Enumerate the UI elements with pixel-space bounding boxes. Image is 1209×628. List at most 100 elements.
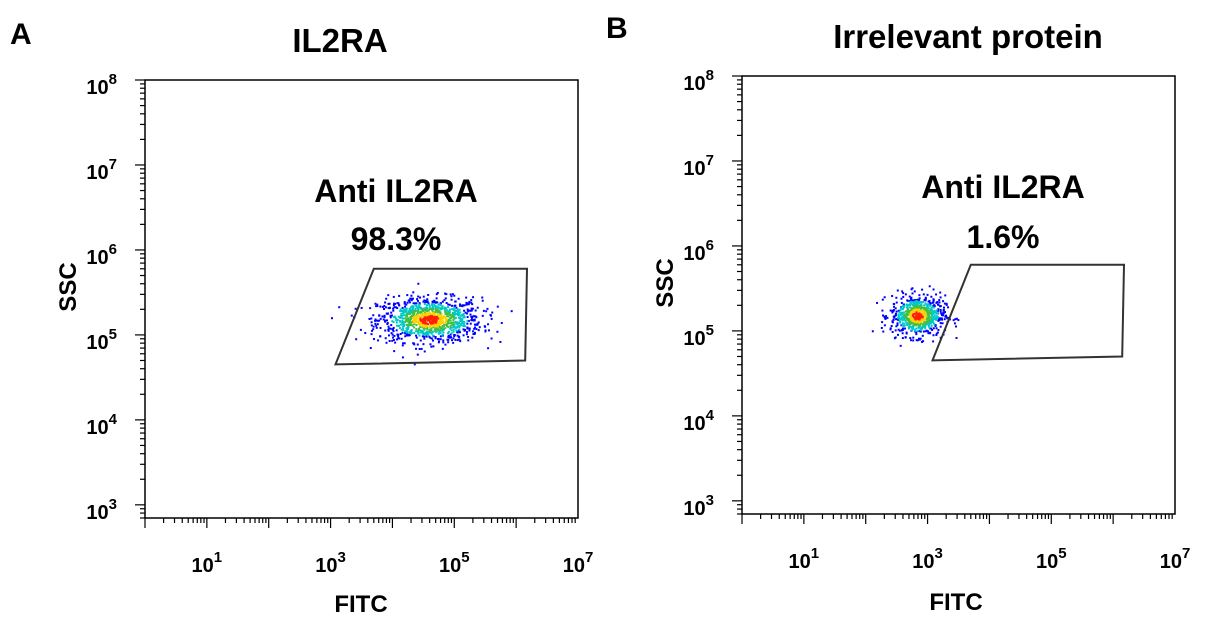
event-dot bbox=[431, 334, 434, 337]
event-dot bbox=[490, 317, 493, 320]
event-dot bbox=[397, 337, 400, 340]
event-dot bbox=[452, 328, 455, 331]
gate-polygon[interactable] bbox=[931, 263, 1126, 362]
event-dot bbox=[414, 320, 417, 323]
event-dot bbox=[943, 302, 946, 305]
y-tick-label: 104 bbox=[683, 407, 714, 435]
event-dot bbox=[391, 339, 394, 342]
event-dot bbox=[428, 303, 431, 306]
event-dot bbox=[929, 319, 932, 322]
event-dot bbox=[355, 338, 358, 341]
event-dot bbox=[897, 313, 900, 316]
event-dot bbox=[918, 306, 921, 309]
x-tick-label: 105 bbox=[439, 549, 470, 577]
chart-panel-a: A IL2RA 101 103 105 107 103 104 105 106 107 108 FITC… bbox=[10, 18, 593, 618]
event-dot bbox=[906, 313, 909, 316]
event-dot bbox=[919, 313, 922, 316]
event-dot bbox=[466, 331, 469, 334]
event-dot bbox=[418, 347, 421, 350]
event-dot bbox=[451, 313, 454, 316]
event-dot bbox=[384, 320, 387, 323]
event-dot bbox=[443, 323, 446, 326]
event-dot bbox=[383, 314, 386, 317]
event-dot bbox=[484, 330, 487, 333]
event-dot bbox=[892, 310, 895, 313]
event-dot bbox=[413, 317, 416, 320]
event-dot bbox=[413, 331, 416, 334]
event-dot bbox=[473, 331, 476, 334]
event-dot bbox=[908, 318, 911, 321]
event-dot bbox=[409, 311, 412, 314]
event-dot bbox=[412, 307, 415, 310]
event-dot bbox=[426, 326, 429, 329]
event-dot bbox=[880, 326, 883, 329]
event-dot bbox=[441, 305, 444, 308]
event-dot bbox=[453, 335, 456, 338]
event-dot bbox=[430, 327, 433, 330]
event-dot bbox=[381, 305, 384, 308]
event-dot bbox=[402, 321, 405, 324]
event-dot bbox=[945, 302, 948, 305]
gate-percent: 1.6% bbox=[967, 219, 1040, 255]
event-dot bbox=[473, 323, 476, 326]
event-dot bbox=[408, 301, 411, 304]
event-dot bbox=[932, 334, 935, 337]
event-dot bbox=[387, 325, 390, 328]
event-dot bbox=[937, 318, 940, 321]
event-dot bbox=[466, 316, 469, 319]
event-dot bbox=[432, 326, 435, 329]
event-dot bbox=[472, 330, 475, 333]
event-dot bbox=[422, 320, 425, 323]
event-dot bbox=[476, 306, 479, 309]
event-dot bbox=[406, 301, 409, 304]
event-dot bbox=[423, 350, 426, 353]
event-dot bbox=[901, 337, 904, 340]
event-dot bbox=[905, 318, 908, 321]
event-dot bbox=[938, 299, 941, 302]
event-dot bbox=[434, 336, 437, 339]
event-dot bbox=[446, 315, 449, 318]
event-dot bbox=[449, 335, 452, 338]
event-dot bbox=[372, 314, 375, 317]
gate-polygon[interactable] bbox=[334, 267, 529, 366]
event-dot bbox=[415, 327, 418, 330]
event-dot bbox=[926, 318, 929, 321]
event-dot bbox=[451, 311, 454, 314]
event-dot bbox=[899, 313, 902, 316]
event-dot bbox=[929, 331, 932, 334]
event-dot bbox=[924, 297, 927, 300]
event-dot bbox=[932, 300, 935, 303]
event-dot bbox=[419, 313, 422, 316]
event-dot bbox=[901, 290, 904, 293]
y-tick-label: 105 bbox=[683, 322, 714, 350]
event-dot bbox=[426, 298, 429, 301]
event-dot bbox=[917, 322, 920, 325]
event-dot bbox=[410, 329, 413, 332]
event-dot bbox=[427, 293, 430, 296]
event-dot bbox=[403, 302, 406, 305]
event-dot bbox=[453, 312, 456, 315]
event-dot bbox=[905, 316, 908, 319]
event-dot bbox=[439, 335, 442, 338]
event-dot bbox=[432, 303, 435, 306]
event-dot bbox=[379, 317, 382, 320]
event-dot bbox=[392, 338, 395, 341]
event-dot bbox=[405, 314, 408, 317]
event-dot bbox=[936, 303, 939, 306]
event-dot bbox=[403, 314, 406, 317]
event-dot bbox=[431, 310, 434, 313]
event-dot bbox=[924, 299, 927, 302]
event-dot bbox=[914, 317, 917, 320]
event-dot bbox=[404, 332, 407, 335]
event-dot bbox=[461, 322, 464, 325]
event-dot bbox=[922, 315, 925, 318]
event-dot bbox=[423, 335, 426, 338]
event-dot bbox=[395, 321, 398, 324]
event-dot bbox=[437, 341, 440, 344]
event-dot bbox=[477, 321, 480, 324]
event-dot bbox=[914, 304, 917, 307]
event-dot bbox=[401, 314, 404, 317]
event-dot bbox=[883, 324, 886, 327]
event-dot bbox=[927, 315, 930, 318]
x-tick-label: 101 bbox=[789, 545, 820, 573]
